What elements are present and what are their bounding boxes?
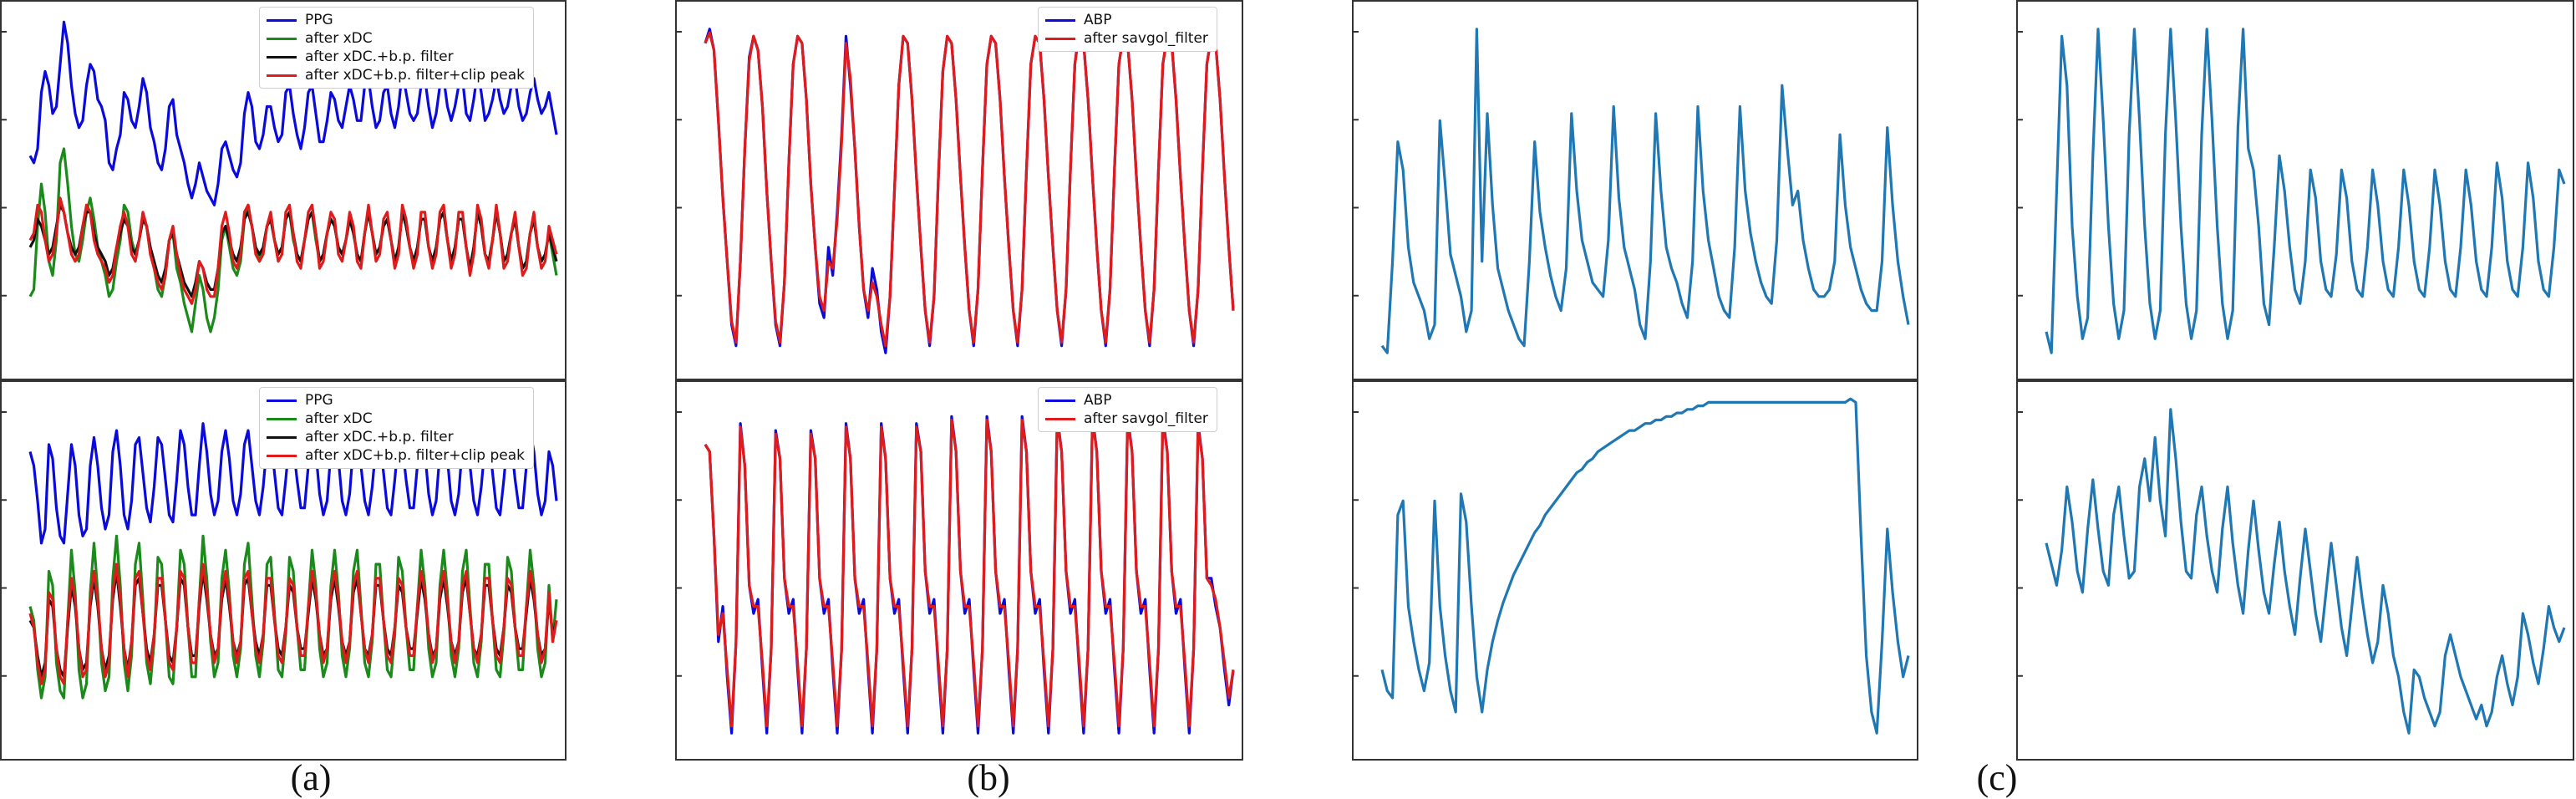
chart-c2-bottom-plot	[2018, 408, 2566, 735]
legend-item: PPG	[267, 391, 525, 410]
caption-c: (c)	[1976, 757, 2018, 798]
legend-label: ABP	[1084, 392, 1112, 409]
legend-item: after savgol_filter	[1045, 29, 1208, 48]
chart-b-top: ABP after savgol_filter	[675, 0, 1243, 380]
legend-label: after xDC.+b.p. filter	[305, 48, 454, 65]
chart-a-top-legend: PPG after xDC after xDC.+b.p. filter aft…	[259, 7, 534, 89]
legend-item: ABP	[1045, 391, 1208, 410]
caption-b: (b)	[967, 757, 1010, 798]
series-line	[28, 562, 558, 685]
legend-label: after savgol_filter	[1084, 30, 1208, 47]
legend-label: ABP	[1084, 12, 1112, 28]
series-line	[704, 415, 1235, 735]
series-line	[28, 534, 558, 700]
chart-b-top-legend: ABP after savgol_filter	[1038, 7, 1217, 52]
chart-b-bottom-legend: ABP after savgol_filter	[1038, 387, 1217, 432]
legend-item: after xDC.+b.p. filter	[267, 428, 525, 446]
chart-b-bottom-plot	[677, 411, 1235, 735]
chart-a-top-plot	[2, 20, 558, 333]
series-line	[28, 20, 558, 206]
legend-label: after xDC	[305, 30, 373, 47]
chart-c2-bottom	[2016, 380, 2574, 761]
series-line	[28, 196, 558, 305]
legend-item: PPG	[267, 11, 525, 29]
chart-c2-top-plot	[2018, 28, 2566, 354]
chart-c1-top	[1352, 0, 1918, 380]
legend-item: after xDC+b.p. filter+clip peak	[267, 66, 525, 84]
legend-label: after xDC+b.p. filter+clip peak	[305, 67, 525, 84]
legend-item: after xDC	[267, 410, 525, 428]
legend-item: after savgol_filter	[1045, 410, 1208, 428]
series-line	[1380, 397, 1910, 735]
chart-b-bottom: ABP after savgol_filter	[675, 380, 1243, 761]
chart-c1-bottom-plot	[1354, 397, 1910, 735]
caption-a: (a)	[290, 757, 332, 798]
chart-a-bottom-legend: PPG after xDC after xDC.+b.p. filter aft…	[259, 387, 534, 469]
chart-c1-top-plot	[1354, 28, 1910, 354]
legend-label: after savgol_filter	[1084, 410, 1208, 427]
series-line	[2045, 408, 2566, 735]
legend-item: after xDC.+b.p. filter	[267, 48, 525, 66]
legend-label: PPG	[305, 12, 333, 28]
legend-item: ABP	[1045, 11, 1208, 29]
legend-label: after xDC+b.p. filter+clip peak	[305, 447, 525, 464]
legend-item: after xDC+b.p. filter+clip peak	[267, 446, 525, 465]
series-line	[2045, 28, 2566, 354]
chart-a-bottom: PPG after xDC after xDC.+b.p. filter aft…	[0, 380, 567, 761]
chart-a-top: PPG after xDC after xDC.+b.p. filter aft…	[0, 0, 567, 380]
legend-item: after xDC	[267, 29, 525, 48]
series-line	[1380, 28, 1910, 354]
legend-label: after xDC	[305, 410, 373, 427]
chart-b-top-plot	[677, 28, 1235, 354]
legend-label: after xDC.+b.p. filter	[305, 429, 454, 445]
legend-label: PPG	[305, 392, 333, 409]
series-line	[704, 31, 1235, 348]
series-line	[704, 418, 1235, 728]
chart-c2-top	[2016, 0, 2574, 380]
chart-c1-bottom	[1352, 380, 1918, 761]
